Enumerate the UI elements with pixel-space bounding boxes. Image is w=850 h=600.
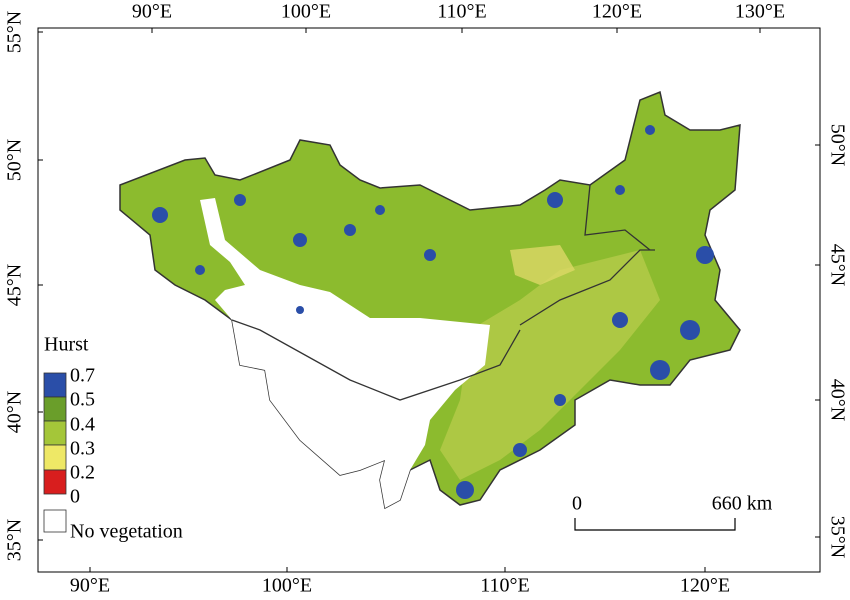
legend-swatch	[43, 444, 67, 471]
right-label: 35°N	[826, 516, 848, 558]
legend-swatch	[43, 420, 67, 446]
legend-label: 0.2	[70, 462, 95, 484]
top-label: 90°E	[132, 1, 172, 23]
region-no-vegetation	[200, 198, 490, 508]
left-label: 40°N	[4, 391, 26, 433]
bottom-label: 90°E	[70, 575, 110, 597]
internal-borders	[231, 184, 655, 401]
bottom-label: 100°E	[262, 575, 312, 597]
region-yellow	[510, 245, 575, 285]
top-label: 110°E	[437, 1, 486, 23]
left-label: 45°N	[4, 264, 26, 306]
scale-label: 0	[572, 493, 582, 515]
bottom-label: 120°E	[680, 575, 730, 597]
legend-label: 0	[70, 486, 80, 508]
bottom-label: 110°E	[480, 575, 529, 597]
right-label: 50°N	[826, 124, 848, 166]
legend-label: No vegetation	[70, 521, 183, 543]
left-label: 55°N	[4, 11, 26, 53]
legend-swatch	[43, 396, 67, 422]
left-label: 35°N	[4, 519, 26, 561]
scale-bar	[574, 518, 736, 531]
legend-label: 0.3	[70, 438, 95, 460]
legend-swatch	[43, 509, 67, 533]
legend-label: 0.4	[70, 414, 95, 436]
legend-swatch	[43, 372, 67, 398]
top-label: 130°E	[735, 1, 785, 23]
legend-label: 0.7	[70, 365, 95, 387]
region-light	[440, 250, 660, 480]
right-label: 40°N	[826, 379, 848, 421]
top-label: 120°E	[592, 1, 642, 23]
top-label: 100°E	[281, 1, 331, 23]
scale-label: 660 km	[712, 493, 773, 515]
legend-swatch	[43, 469, 67, 495]
legend-title: Hurst	[44, 334, 89, 356]
legend	[43, 372, 67, 533]
blue-patches	[152, 125, 714, 499]
legend-label: 0.5	[70, 389, 95, 411]
right-label: 45°N	[826, 244, 848, 286]
left-label: 50°N	[4, 139, 26, 181]
